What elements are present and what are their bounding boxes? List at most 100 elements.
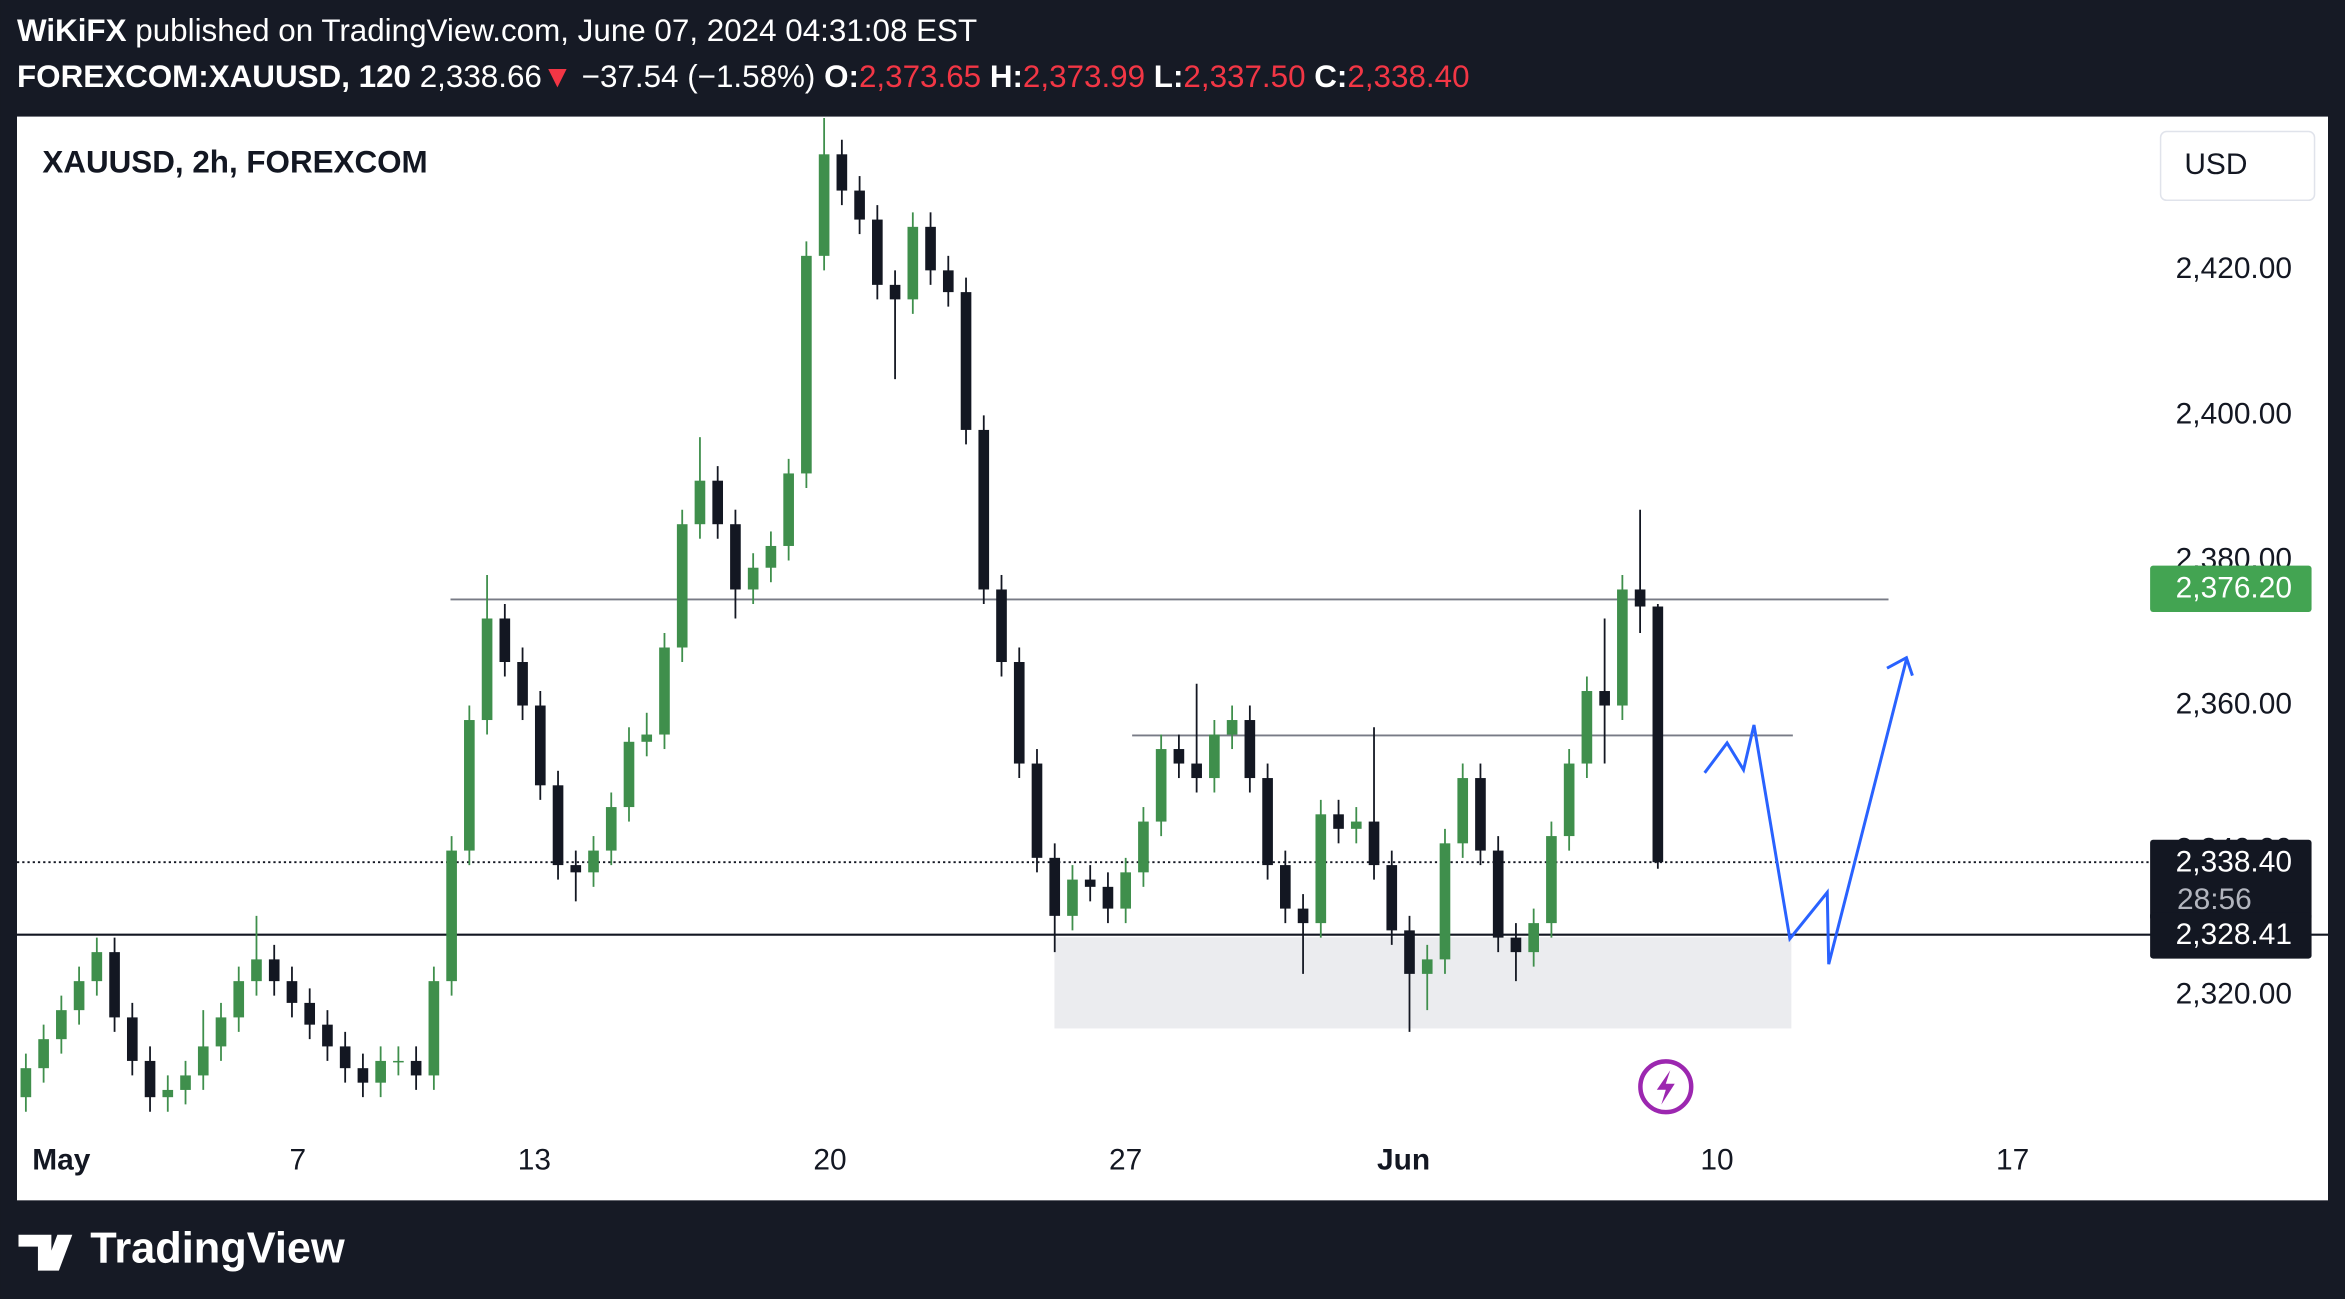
- event-bolt: [1656, 1070, 1675, 1105]
- candle-body: [1386, 865, 1398, 931]
- candle-body: [1457, 778, 1469, 844]
- candle-body: [694, 480, 706, 525]
- candle-body: [1191, 763, 1202, 779]
- projection-path: [1703, 658, 1908, 965]
- candle-body: [605, 807, 617, 851]
- candle-body: [56, 1010, 67, 1040]
- candle-body: [534, 705, 546, 786]
- candle-body: [38, 1039, 49, 1069]
- candle-body: [1350, 821, 1362, 829]
- candle-body: [818, 154, 830, 256]
- currency-button[interactable]: [2159, 130, 2316, 202]
- candle-body: [942, 270, 954, 293]
- levels: [17, 861, 2328, 936]
- y-tick-label: 2,320.00: [2176, 978, 2292, 1011]
- publisher: WiKiFX: [17, 13, 127, 48]
- candles: [20, 118, 1664, 1112]
- candle-body: [1315, 814, 1327, 924]
- x-tick-label: 17: [1996, 1143, 2029, 1176]
- candle-body: [73, 981, 85, 1011]
- candle-body: [499, 618, 511, 663]
- candle-body: [872, 219, 883, 285]
- brand: TradingView: [90, 1225, 345, 1273]
- candle-body: [1368, 821, 1380, 866]
- y-tick-label: 2,420.00: [2176, 252, 2292, 285]
- candle-body: [1510, 937, 1522, 953]
- chart-title: XAUUSD, 2h, FOREXCOM: [42, 145, 427, 180]
- candle-body: [1049, 857, 1061, 916]
- candle-body: [783, 473, 794, 546]
- price-tag-label: 2,338.40: [2176, 846, 2292, 879]
- candle-body: [1280, 865, 1291, 909]
- candle-body: [197, 1046, 209, 1076]
- change: −37.54 (−1.58%): [582, 60, 816, 95]
- candle-body: [747, 567, 759, 590]
- candle-body: [144, 1060, 156, 1098]
- candle-body: [676, 524, 688, 648]
- candle-body: [481, 618, 493, 721]
- price-tag-label: 2,328.41: [2176, 918, 2292, 951]
- candle-body: [960, 292, 972, 430]
- candle-body: [925, 226, 936, 271]
- candle-body: [1031, 763, 1043, 858]
- candle-body: [1262, 778, 1273, 866]
- low-label: L:: [1154, 60, 1184, 95]
- chart-panel: [17, 116, 2328, 1201]
- candle-body: [357, 1068, 369, 1083]
- event-icon[interactable]: [1638, 1059, 1694, 1115]
- candle-body: [1226, 720, 1238, 735]
- candle-body: [446, 850, 457, 982]
- candle-body: [1581, 691, 1593, 764]
- x-tick-label: Jun: [1377, 1143, 1430, 1176]
- candle-body: [730, 524, 741, 590]
- candle-body: [1297, 908, 1309, 924]
- header-line: WiKiFX published on TradingView.com, Jun…: [17, 13, 977, 48]
- candle-body: [588, 850, 599, 873]
- candle-body: [1421, 959, 1433, 974]
- close-value: 2,338.40: [1347, 60, 1469, 95]
- candle-body: [1244, 720, 1256, 779]
- candle-body: [1067, 879, 1078, 916]
- candle-body: [304, 1002, 316, 1025]
- candle-body: [375, 1060, 386, 1083]
- candle-body: [570, 865, 582, 873]
- symbol-line: FOREXCOM:XAUUSD, 120 2,338.66▼ −37.54 (−…: [17, 60, 1470, 95]
- candle-body: [1138, 821, 1149, 873]
- candle-body: [712, 480, 724, 525]
- candle-body: [410, 1060, 422, 1076]
- candle-body: [109, 952, 120, 1018]
- high-value: 2,373.99: [1023, 60, 1145, 95]
- candle-body: [801, 255, 812, 474]
- candle-body: [251, 959, 262, 982]
- countdown: 28:56: [2177, 883, 2252, 916]
- candle-body: [996, 589, 1007, 663]
- candle-body: [1209, 734, 1220, 779]
- candle-body: [854, 190, 865, 220]
- candle-body: [322, 1024, 333, 1047]
- price-tags: 2,376.20 2,338.40 28:562,328.41: [2150, 565, 2312, 959]
- x-tick-label: 7: [290, 1143, 307, 1176]
- candle-body: [1563, 763, 1575, 837]
- candle-body: [1634, 589, 1646, 607]
- candle-body: [623, 741, 635, 808]
- candle-body: [20, 1068, 32, 1098]
- candle-body: [1528, 923, 1539, 953]
- time-axis: May 7 13 20 27 Jun 10 17: [32, 1143, 2029, 1176]
- candle-body: [836, 154, 848, 191]
- projection-arrowhead: [1886, 655, 1914, 677]
- candle-body: [286, 981, 298, 1003]
- down-arrow: ▼: [542, 60, 573, 95]
- candle-body: [268, 959, 280, 982]
- candle-body: [464, 720, 475, 851]
- candle-body: [1404, 930, 1415, 974]
- candle-body: [1439, 843, 1451, 960]
- candle-body: [1084, 879, 1096, 887]
- price-tag: [2150, 912, 2312, 959]
- x-tick-label: 20: [813, 1143, 846, 1176]
- candle-body: [1546, 836, 1557, 924]
- candle-body: [659, 647, 670, 735]
- candle-body: [1013, 662, 1025, 764]
- candle-body: [907, 226, 919, 300]
